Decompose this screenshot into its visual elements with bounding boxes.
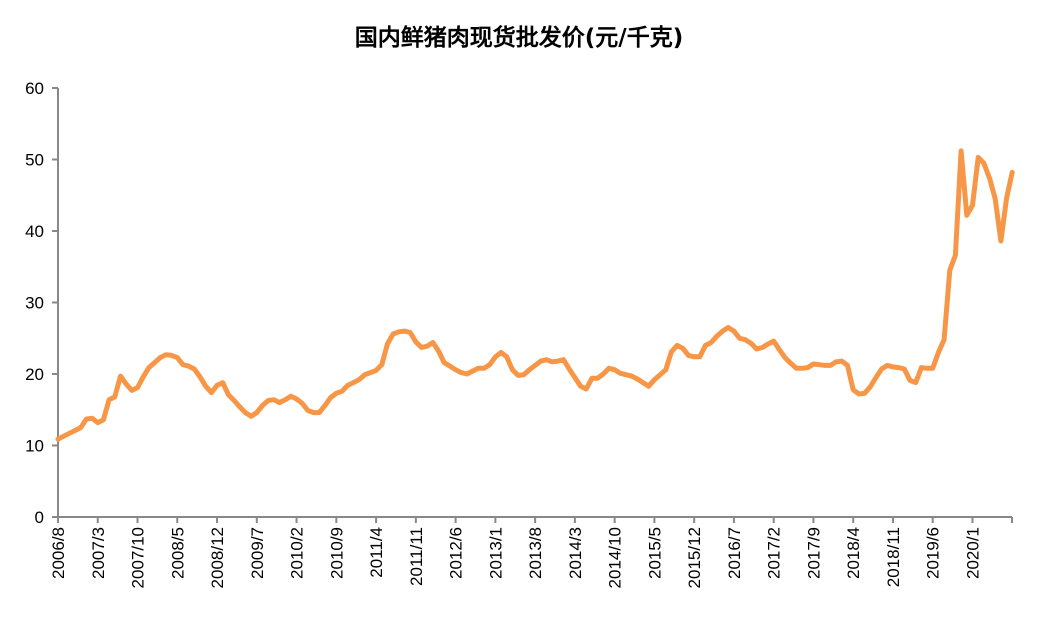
y-tick-label: 10	[25, 437, 44, 456]
x-tick-label: 2017/9	[804, 527, 823, 579]
chart-title: 国内鲜猪肉现货批发价(元/千克)	[354, 25, 684, 51]
x-tick-label: 2010/9	[327, 527, 346, 579]
x-tick-label: 2011/11	[407, 527, 426, 586]
x-tick-label: 2014/3	[566, 527, 585, 579]
y-tick-label: 20	[25, 365, 44, 384]
x-tick-label: 2008/5	[168, 527, 187, 579]
x-tick-label: 2015/5	[645, 527, 664, 579]
y-tick-label: 50	[25, 151, 44, 170]
y-tick-label: 0	[35, 508, 44, 527]
x-tick-label: 2019/6	[924, 527, 943, 579]
x-tick-label: 2012/6	[447, 527, 466, 579]
y-tick-label: 60	[25, 79, 44, 98]
price-series-line	[55, 148, 1015, 442]
x-tick-label: 2013/1	[486, 527, 505, 579]
x-tick-label: 2007/3	[89, 527, 108, 579]
x-tick-label: 2014/10	[606, 527, 625, 588]
x-tick-label: 2020/1	[963, 527, 982, 579]
x-tick-label: 2016/7	[725, 527, 744, 579]
x-tick-label: 2007/10	[129, 527, 148, 588]
x-tick-label: 2013/8	[526, 527, 545, 579]
x-tick-label: 2009/7	[248, 527, 267, 579]
x-tick-label: 2010/2	[288, 527, 307, 579]
x-tick-label: 2006/8	[49, 527, 68, 579]
x-tick-label: 2018/11	[884, 527, 903, 587]
x-tick-label: 2015/12	[685, 527, 704, 588]
y-tick-label: 40	[25, 222, 44, 241]
y-tick-label: 30	[25, 294, 44, 313]
x-tick-label: 2017/2	[765, 527, 784, 579]
x-tick-label: 2008/12	[208, 527, 227, 588]
x-tick-label: 2011/4	[367, 527, 386, 578]
x-tick-label: 2018/4	[844, 527, 863, 579]
